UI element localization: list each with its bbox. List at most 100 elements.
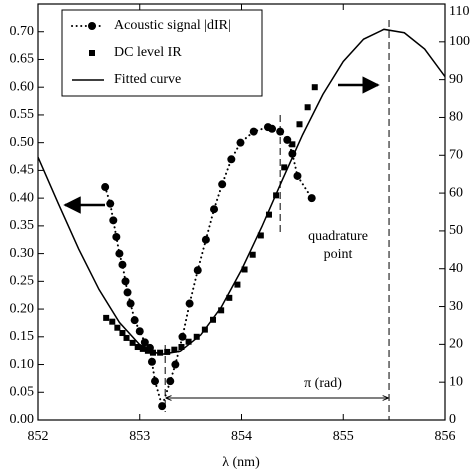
y2-tick-label: 10 [449,374,463,389]
x-tick-label: 853 [129,429,150,444]
point [201,235,210,244]
x-tick-label: 854 [231,429,252,444]
point [106,199,115,208]
point [304,104,311,111]
point [119,330,126,337]
point [118,260,127,269]
point [265,211,272,218]
point [109,216,118,225]
point [249,251,256,258]
point [281,164,288,171]
point [139,345,146,352]
legend-label: DC level IR [114,45,182,60]
point [257,232,264,239]
y2-tick-label: 70 [449,147,463,162]
y-tick-label: 0.55 [10,107,35,122]
point [276,127,285,136]
y-tick-label: 0.30 [10,246,35,261]
y2-tick-label: 30 [449,299,463,314]
point [210,205,219,214]
x-tick-label: 856 [435,429,456,444]
x-tick-label: 855 [333,429,354,444]
point [164,348,171,355]
y-tick-label: 0.05 [10,384,35,399]
x-tick-label: 852 [28,429,49,444]
y-tick-label: 0.10 [10,357,35,372]
y2-tick-label: 110 [449,4,469,19]
point [289,141,296,148]
y-tick-label: 0.70 [10,24,35,39]
y2-tick-label: 90 [449,72,463,87]
point [129,339,136,346]
y-tick-label: 0.35 [10,218,35,233]
legend-label: Acoustic signal |dIR| [114,18,231,33]
point [121,277,130,286]
point [311,84,318,91]
point [135,327,144,336]
y2-tick-label: 40 [449,261,463,276]
point [166,377,175,386]
point [236,138,245,147]
point [114,324,121,331]
point [296,121,303,128]
point [112,232,121,241]
y-tick-label: 0.50 [10,135,35,150]
y-tick-label: 0.65 [10,52,35,67]
y2-tick-label: 20 [449,337,463,352]
point [193,266,202,275]
point [185,338,192,345]
point [283,135,292,144]
point [218,180,227,189]
point [140,338,149,347]
point [126,299,135,308]
point [178,344,185,351]
point [158,402,167,411]
y-tick-label: 0.20 [10,301,35,316]
point [149,349,156,356]
y-tick-label: 0.15 [10,329,35,344]
point [218,307,225,314]
annotation: quadrature point [308,229,368,262]
point [103,314,110,321]
y-tick-label: 0.00 [10,412,35,427]
y2-tick-label: 50 [449,223,463,238]
point [171,360,180,369]
y-tick-label: 0.25 [10,274,35,289]
point [123,288,132,297]
legend-marker [88,22,96,30]
point [109,318,116,325]
point [171,346,178,353]
point [151,377,160,386]
y-tick-label: 0.40 [10,190,35,205]
point [123,334,130,341]
point [307,194,316,203]
y-tick-label: 0.45 [10,163,35,178]
y2-tick-label: 80 [449,110,463,125]
point [144,347,151,354]
y2-tick-label: 100 [449,34,470,49]
y-tick-label: 0.60 [10,79,35,94]
series-line [104,126,313,410]
y2-tick-label: 0 [449,412,456,427]
point [227,155,236,164]
point [134,344,141,351]
point [210,316,217,323]
point [226,294,233,301]
point [234,281,241,288]
point [101,183,110,192]
legend-marker [89,50,95,56]
annotation: π (rad) [304,376,342,391]
point [193,333,200,340]
series-line [38,28,445,356]
point [293,171,302,180]
y2-tick-label: 60 [449,185,463,200]
point [268,124,277,133]
point [147,357,156,366]
point [130,316,139,325]
legend-label: Fitted curve [114,72,181,87]
point [249,127,258,136]
point [185,299,194,308]
point [115,249,124,258]
